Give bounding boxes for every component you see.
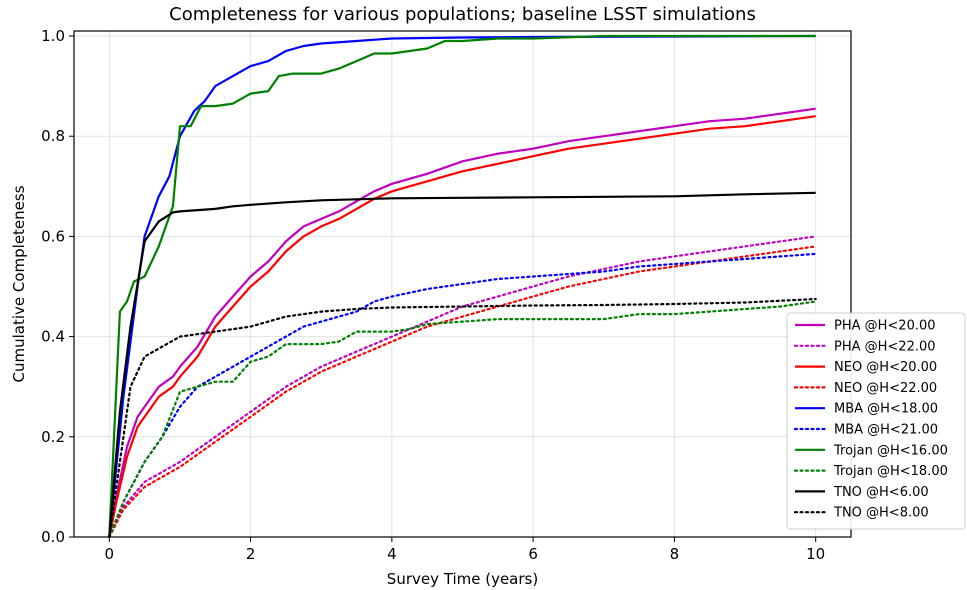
y-tick-label: 0.0 <box>41 528 65 546</box>
x-tick-label: 2 <box>246 545 256 563</box>
y-tick-label: 0.6 <box>41 227 65 245</box>
legend-label: MBA @H<18.00 <box>834 402 938 417</box>
series-line-4 <box>108 245 817 539</box>
legend-label: Trojan @H<16.00 <box>833 443 948 458</box>
legend-label: TNO @H<8.00 <box>833 506 929 521</box>
x-tick-label: 4 <box>387 545 397 563</box>
x-tick-label: 10 <box>806 545 825 563</box>
series-line-2 <box>108 235 817 539</box>
series-line-7 <box>108 34 816 538</box>
y-tick-label: 0.4 <box>41 328 65 346</box>
legend-label: NEO @H<22.00 <box>834 381 937 396</box>
legend-label: TNO @H<6.00 <box>833 485 929 500</box>
series-line-10 <box>108 297 817 539</box>
legend-label: MBA @H<21.00 <box>834 423 938 438</box>
legend-label: NEO @H<20.00 <box>834 360 937 375</box>
y-axis-title: Cumulative Completeness <box>10 185 28 382</box>
series-line-9 <box>108 191 816 538</box>
series-line-6 <box>108 252 817 539</box>
series-line-3 <box>108 115 816 538</box>
y-tick-label: 0.2 <box>41 428 65 446</box>
axis-ticks: 0 2 4 6 8 10 0.0 0.2 0.4 0.6 0.8 1.0 <box>41 27 825 563</box>
chart-title: Completeness for various populations; ba… <box>169 4 756 25</box>
legend-label: PHA @H<22.00 <box>834 339 936 354</box>
legend-label: Trojan @H<18.00 <box>833 464 948 479</box>
series-line-5 <box>108 34 816 538</box>
x-tick-label: 0 <box>105 545 115 563</box>
legend: PHA @H<20.00 PHA @H<22.00 NEO @H<20.00 NEO … <box>786 312 966 530</box>
y-tick-label: 1.0 <box>41 27 65 45</box>
x-axis-title: Survey Time (years) <box>387 570 538 588</box>
plot-frame <box>73 30 852 538</box>
series-line-1 <box>108 107 816 538</box>
series-line-8 <box>108 300 817 539</box>
x-tick-label: 8 <box>670 545 680 563</box>
legend-label: PHA @H<20.00 <box>834 319 936 334</box>
x-tick-label: 6 <box>528 545 538 563</box>
series-lines <box>108 34 817 539</box>
y-tick-label: 0.8 <box>41 127 65 145</box>
legend-box <box>786 312 966 530</box>
